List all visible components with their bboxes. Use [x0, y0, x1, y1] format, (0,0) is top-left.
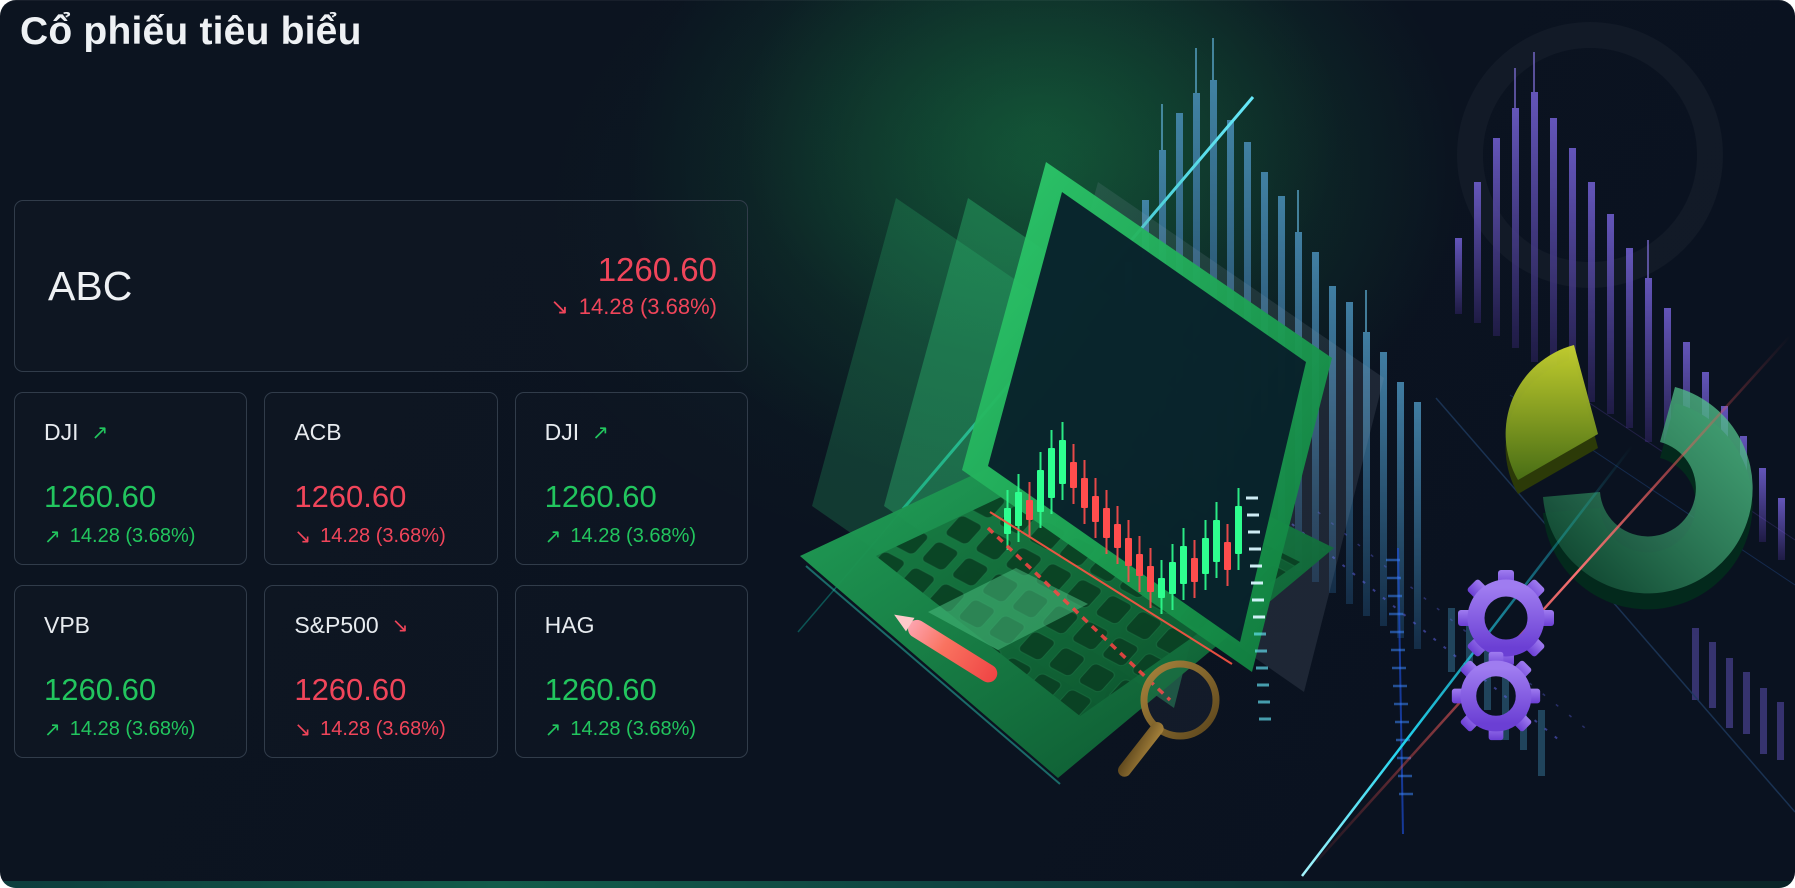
- ticker-symbol-row: ACB: [294, 419, 472, 446]
- ticker-symbol-row: S&P500 ↘: [294, 612, 472, 639]
- ticker-symbol: DJI: [544, 419, 580, 445]
- ticker-symbol-row: DJI ↗: [545, 419, 723, 446]
- ticker-price: 1260.60: [544, 479, 657, 514]
- ticker-change-value: 14.28 (3.68%): [320, 525, 446, 547]
- gear-icon: [1458, 570, 1554, 666]
- ticker-symbol: S&P500: [294, 612, 379, 638]
- ticker-price: 1260.60: [544, 672, 657, 707]
- ticker-change: ↗ 14.28 (3.68%): [44, 524, 222, 549]
- ticker-grid: DJI ↗ 1260.60 ↗ 14.28 (3.68%) ACB 1260.60 ↘ 14.2…: [14, 392, 748, 758]
- laptop-keyboard: [876, 456, 1300, 716]
- down-arrow-icon: ↘: [391, 615, 409, 637]
- ticker-change-value: 14.28 (3.68%): [320, 718, 446, 740]
- trend-arrow-icon: ↘: [550, 293, 569, 319]
- trend-guides: [797, 96, 1795, 835]
- featured-quote: 1260.60 ↘ 14.28 (3.68%): [550, 252, 717, 319]
- ticker-card[interactable]: ACB 1260.60 ↘ 14.28 (3.68%): [264, 392, 498, 565]
- ticker-card[interactable]: DJI ↗ 1260.60 ↗ 14.28 (3.68%): [514, 392, 748, 565]
- laptop-base: [800, 424, 1334, 778]
- pie-chart-icon: [1505, 345, 1753, 610]
- laptop-screen-bezel: [962, 162, 1332, 672]
- ticker-change-value: 14.28 (3.68%): [570, 718, 697, 740]
- ticker-change: ↗ 14.28 (3.68%): [44, 717, 222, 742]
- ticker-change: ↘ 14.28 (3.68%): [294, 524, 472, 549]
- ticker-price: 1260.60: [44, 479, 157, 514]
- magnifier-icon: [1118, 660, 1220, 777]
- ticker-change-value: 14.28 (3.68%): [69, 718, 196, 740]
- page-title: Cổ phiếu tiêu biểu: [20, 10, 362, 53]
- featured-stock-card[interactable]: ABC 1260.60 ↘ 14.28 (3.68%): [14, 200, 748, 372]
- ticker-symbol: DJI: [44, 419, 79, 445]
- ticker-card[interactable]: S&P500 ↘ 1260.60 ↘ 14.28 (3.68%): [264, 585, 498, 758]
- up-arrow-icon: ↗: [544, 719, 562, 741]
- candlestick-chart: [986, 422, 1271, 721]
- ticker-change: ↗ 14.28 (3.68%): [545, 524, 723, 549]
- ticker-card[interactable]: DJI ↗ 1260.60 ↗ 14.28 (3.68%): [14, 392, 248, 565]
- down-arrow-icon: ↘: [294, 719, 312, 741]
- ticker-symbol-row: HAG: [545, 612, 723, 639]
- featured-price: 1260.60: [597, 251, 717, 289]
- laptop-illustration: [800, 162, 1384, 785]
- featured-change-value: 14.28 (3.68%): [578, 293, 717, 319]
- up-arrow-icon: ↗: [91, 422, 109, 444]
- ticker-symbol-row: DJI ↗: [44, 419, 222, 446]
- ticker-symbol: ACB: [294, 419, 342, 445]
- bar-chart-purple-icon: [1455, 52, 1785, 760]
- featured-symbol: ABC: [48, 262, 133, 309]
- laptop-touchpad: [928, 568, 1088, 650]
- ticker-symbol-row: VPB: [44, 612, 222, 639]
- ticker-price: 1260.60: [294, 672, 407, 707]
- cyan-trend-line: [1301, 445, 1633, 877]
- laptop-screen: [988, 192, 1306, 642]
- ticker-price: 1260.60: [294, 479, 407, 514]
- ticker-change: ↗ 14.28 (3.68%): [545, 717, 723, 742]
- ticker-symbol: VPB: [44, 612, 91, 638]
- ticker-card[interactable]: HAG 1260.60 ↗ 14.28 (3.68%): [514, 585, 748, 758]
- ticker-change: ↘ 14.28 (3.68%): [294, 717, 472, 742]
- bottom-accent-bar: [0, 881, 1795, 888]
- up-arrow-icon: ↗: [544, 526, 562, 548]
- ticker-card[interactable]: VPB 1260.60 ↗ 14.28 (3.68%): [14, 585, 248, 758]
- ticker-price: 1260.60: [44, 672, 157, 707]
- up-arrow-icon: ↗: [44, 719, 61, 741]
- ticker-change-value: 14.28 (3.68%): [69, 525, 196, 547]
- gear-icon: [1451, 651, 1541, 741]
- featured-change: ↘ 14.28 (3.68%): [550, 294, 717, 320]
- pencil-icon: [894, 614, 998, 683]
- ticker-change-value: 14.28 (3.68%): [570, 525, 697, 547]
- ticker-symbol: HAG: [544, 612, 595, 638]
- down-arrow-icon: ↘: [294, 526, 312, 548]
- green-glow: [625, 0, 1465, 495]
- bar-chart-blue-icon: [1125, 38, 1545, 776]
- up-arrow-icon: ↗: [44, 526, 61, 548]
- up-arrow-icon: ↗: [592, 422, 609, 444]
- red-trend-line: [1315, 335, 1791, 863]
